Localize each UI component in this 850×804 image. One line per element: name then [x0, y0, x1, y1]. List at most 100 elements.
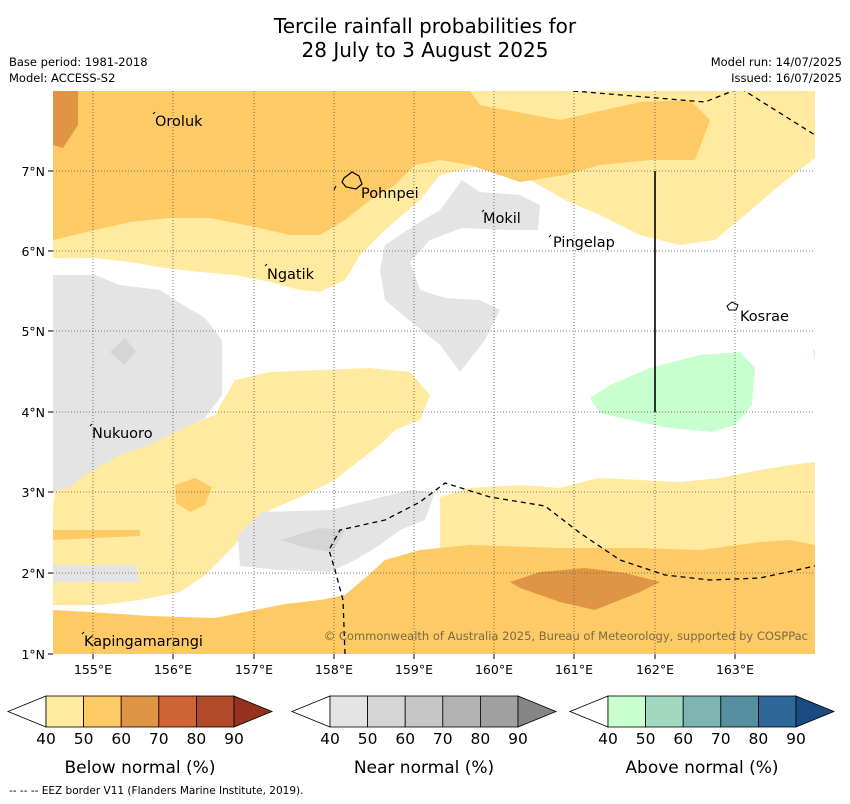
above-40-edge	[813, 350, 815, 360]
below-40-south-band	[440, 462, 815, 560]
y-tick-label: 5°N	[21, 324, 45, 339]
legend-extension-high	[517, 695, 558, 728]
place-label: Kosrae	[740, 309, 789, 325]
legend-caption: Below normal (%)	[65, 758, 216, 778]
legend-swatch	[158, 695, 197, 728]
base-period: Base period: 1981-2018	[9, 55, 148, 69]
x-tick-label: 162°E	[636, 662, 674, 677]
legend-swatch	[329, 695, 368, 728]
place-label: Pohnpei	[361, 186, 419, 202]
place-label: Mokil	[483, 211, 521, 227]
legend-swatch	[479, 695, 519, 728]
legend-near-normal: 40 50 60 70 80 90 Near normal (%)	[290, 695, 558, 778]
issued-date: Issued: 16/07/2025	[731, 71, 842, 85]
legend-tick-label: 80	[471, 730, 491, 748]
legend-tick-label: 90	[786, 730, 806, 748]
x-tick-label: 159°E	[395, 662, 433, 677]
legend-swatch	[367, 695, 406, 728]
model-name: Model: ACCESS-S2	[9, 71, 116, 85]
axis-ticks	[48, 170, 736, 659]
below-60-northwest-patch	[53, 91, 78, 148]
title-line-2: 28 July to 3 August 2025	[301, 38, 549, 62]
title-line-1: Tercile rainfall probabilities for	[273, 14, 577, 38]
legend-tick-label: 50	[74, 730, 94, 748]
x-tick-label: 161°E	[555, 662, 593, 677]
legend-tick-label: 60	[395, 730, 415, 748]
legend-tick-label: 70	[711, 730, 731, 748]
legend-extension-high	[233, 695, 274, 728]
legend-tick-label: 50	[636, 730, 656, 748]
legend-tick-label: 80	[187, 730, 207, 748]
legend-swatch	[682, 695, 722, 728]
map-area: Oroluk Pohnpei Mokil Pingelap Ngatik Kos…	[53, 91, 815, 654]
x-tick-label: 163°E	[716, 662, 754, 677]
legend-swatch	[45, 695, 84, 728]
legend-tick-label: 70	[149, 730, 169, 748]
pohnpei-island-outline	[341, 171, 363, 190]
legend-swatch	[120, 695, 160, 728]
near-40-west-region	[53, 275, 222, 492]
x-tick-label: 155°E	[74, 662, 112, 677]
legend-tick-label: 50	[358, 730, 378, 748]
y-tick-label: 4°N	[21, 405, 45, 420]
legend-tick-label: 40	[320, 730, 340, 748]
x-tick-label: 156°E	[154, 662, 192, 677]
near-50-south-patch	[280, 528, 345, 552]
legend-extension-high	[795, 695, 836, 728]
legend-tick-label: 80	[749, 730, 769, 748]
y-tick-label: 3°N	[21, 485, 45, 500]
legend-swatch	[758, 695, 797, 728]
legend-extension-low	[6, 695, 47, 728]
near-40-central-region	[380, 180, 540, 372]
legend-tick-label: 60	[673, 730, 693, 748]
x-tick-label: 157°E	[235, 662, 273, 677]
below-50-north-region	[53, 91, 710, 240]
legend-extension-low	[290, 695, 331, 728]
place-label: Oroluk	[155, 114, 203, 130]
pohnpei-reef-mark	[333, 185, 337, 191]
near-40-small-patch	[110, 338, 136, 365]
legend-tick-label: 40	[598, 730, 618, 748]
legend-swatch	[195, 695, 235, 728]
legend-swatch	[83, 695, 122, 728]
legend-tick-label: 90	[224, 730, 244, 748]
place-label: Ngatik	[267, 267, 315, 283]
meta-left: Base period: 1981-2018 Model: ACCESS-S2	[9, 54, 148, 86]
below-50-small-patch	[175, 478, 212, 512]
y-tick-label: 6°N	[21, 244, 45, 259]
eez-footnote: -- -- -- EEZ border V11 (Flanders Marine…	[9, 785, 304, 797]
legend-caption: Above normal (%)	[625, 758, 778, 778]
map-title: Tercile rainfall probabilities for 28 Ju…	[0, 14, 850, 62]
kosrae-island-outline	[726, 301, 739, 311]
legend-below-normal: 40 50 60 70 80 90 Below normal (%)	[6, 695, 274, 778]
below-60-south-patch	[510, 568, 660, 610]
y-tick-label: 2°N	[21, 566, 45, 581]
below-40-central-band	[53, 368, 430, 605]
y-tick-label: 1°N	[21, 647, 45, 662]
place-label: Nukuoro	[92, 426, 153, 442]
place-label: Pingelap	[553, 235, 615, 251]
legend-swatch	[442, 695, 481, 728]
near-40-southwest-strip	[53, 565, 140, 582]
legend-tick-label: 60	[111, 730, 131, 748]
meta-right: Model run: 14/07/2025 Issued: 16/07/2025	[711, 54, 842, 86]
model-run: Model run: 14/07/2025	[710, 55, 842, 69]
legend-extension-low	[568, 695, 609, 728]
y-tick-label: 7°N	[21, 164, 45, 179]
legend-tick-label: 70	[433, 730, 453, 748]
below-50-south-region	[53, 540, 815, 654]
legend-tick-label: 40	[36, 730, 56, 748]
legend-swatch	[720, 695, 759, 728]
legend-caption: Near normal (%)	[354, 758, 494, 778]
below-50-strip	[53, 530, 140, 540]
copyright-notice: © Commonwealth of Australia 2025, Bureau…	[324, 629, 808, 643]
legend-swatch	[607, 695, 646, 728]
legend-swatch	[404, 695, 444, 728]
x-tick-label: 158°E	[315, 662, 353, 677]
legend-swatch	[645, 695, 684, 728]
atoll-markers	[81, 111, 552, 635]
place-label: Kapingamarangi	[84, 634, 203, 650]
x-tick-label: 160°E	[475, 662, 513, 677]
legend-tick-label: 90	[508, 730, 528, 748]
